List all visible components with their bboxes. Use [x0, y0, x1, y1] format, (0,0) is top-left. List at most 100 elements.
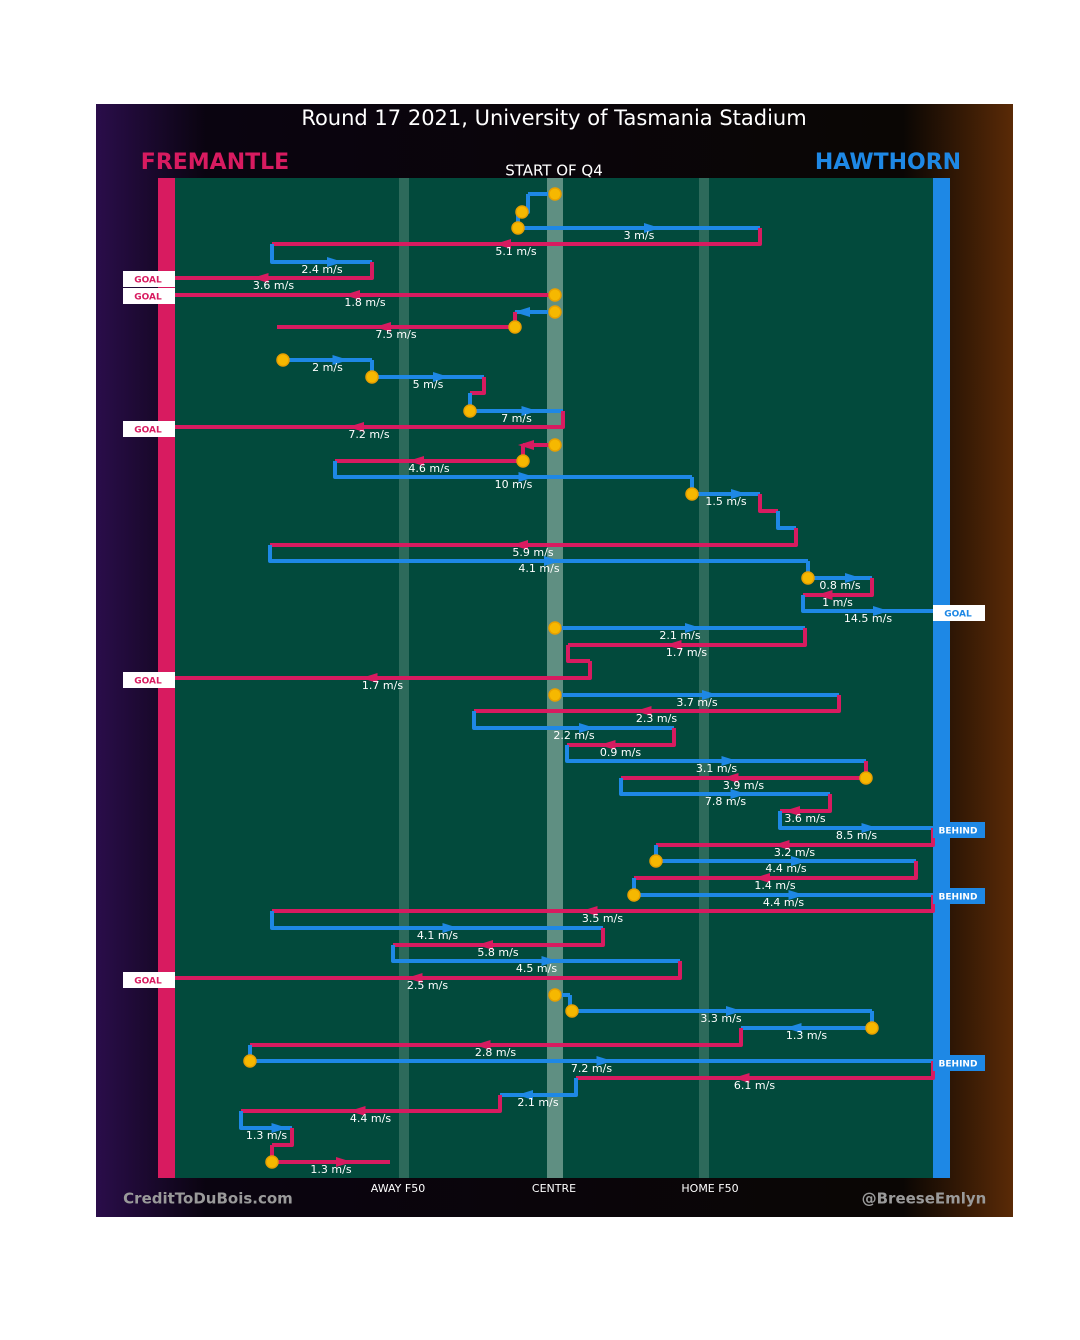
arrowhead — [721, 756, 738, 766]
stoppage-marker — [516, 454, 530, 468]
possession-segment — [175, 411, 565, 429]
possession-segment — [391, 945, 680, 963]
possession-segment — [175, 262, 374, 280]
stoppage-marker — [649, 854, 663, 868]
credit-left: CreditToDuBois.com — [123, 1190, 293, 1208]
stoppage-marker — [548, 187, 562, 201]
speed-label: 3 m/s — [624, 229, 655, 242]
arrowhead — [644, 223, 660, 233]
outcome-tag — [933, 822, 985, 838]
speed-label: 4.1 m/s — [518, 562, 559, 575]
stoppage-marker — [548, 438, 562, 452]
arrowhead — [722, 773, 739, 783]
arrowhead — [514, 307, 530, 317]
arrowhead — [726, 1006, 742, 1016]
arrowhead — [685, 623, 701, 633]
title: Round 17 2021, University of Tasmania St… — [301, 106, 806, 130]
axis-label: HOME F50 — [681, 1182, 738, 1195]
axis-label: CENTRE — [532, 1182, 576, 1195]
arrowhead — [579, 723, 595, 733]
possession-segment — [175, 961, 682, 980]
stoppage-marker — [548, 288, 562, 302]
outcome-tag — [933, 1055, 985, 1071]
speed-label: 3.6 m/s — [253, 279, 294, 292]
arrowhead — [442, 923, 459, 933]
speed-label: 3.2 m/s — [774, 846, 815, 859]
arrowhead — [785, 1023, 802, 1033]
speed-label: 5 m/s — [413, 378, 444, 391]
stoppage-marker — [365, 370, 379, 384]
speed-label: 8.5 m/s — [836, 829, 877, 842]
arrowhead — [845, 573, 861, 583]
speed-label: 4.6 m/s — [408, 462, 449, 475]
speed-label: 3.5 m/s — [582, 912, 623, 925]
outcome-tag — [933, 888, 985, 904]
speed-label: 4.4 m/s — [765, 862, 806, 875]
outcome-tag — [123, 288, 175, 304]
arrowhead — [348, 422, 364, 432]
stoppage-marker — [859, 771, 873, 785]
arrowhead — [518, 440, 534, 450]
speed-label: 1.3 m/s — [246, 1129, 287, 1142]
arrowhead — [332, 355, 349, 365]
stoppage-marker — [511, 221, 525, 235]
arrowhead — [518, 472, 535, 482]
outcome-tag — [123, 421, 175, 437]
speed-label: 7.2 m/s — [348, 428, 389, 441]
speed-label: 3.1 m/s — [696, 762, 737, 775]
stoppage-marker — [548, 305, 562, 319]
left-team: FREMANTLE — [141, 150, 289, 175]
possession-segment — [566, 645, 590, 663]
arrowhead — [791, 856, 807, 866]
arrowhead — [861, 823, 878, 833]
arrowhead — [495, 239, 511, 249]
speed-label: 14.5 m/s — [844, 612, 892, 625]
speed-label: 1.8 m/s — [344, 296, 385, 309]
stoppage-marker — [515, 205, 529, 219]
possession-segment — [634, 861, 918, 880]
speed-label: 7 m/s — [501, 412, 532, 425]
arrowhead — [375, 322, 391, 332]
outcome-label: GOAL — [134, 293, 162, 303]
speed-label: 2.1 m/s — [517, 1096, 558, 1109]
speed-label: 3.6 m/s — [784, 812, 825, 825]
possession-segment — [272, 1128, 294, 1147]
arrowhead — [665, 640, 682, 650]
speed-label: 3.9 m/s — [723, 779, 764, 792]
outcome-label: BEHIND — [939, 893, 978, 903]
arrowhead — [730, 789, 747, 799]
arrowhead — [408, 456, 424, 466]
arrowhead — [784, 806, 800, 816]
speed-label: 4.1 m/s — [417, 929, 458, 942]
stoppage-marker — [627, 888, 641, 902]
arrowhead — [816, 590, 833, 600]
speed-label: 4.4 m/s — [350, 1112, 391, 1125]
arrowhead — [433, 372, 449, 382]
arrowhead — [406, 973, 423, 983]
outcome-tag — [123, 972, 175, 988]
speed-label: 1.5 m/s — [705, 495, 746, 508]
speed-label: 10 m/s — [495, 478, 533, 491]
speed-label: 3.7 m/s — [676, 696, 717, 709]
outcome-label: GOAL — [134, 977, 162, 987]
possession-segment — [270, 528, 798, 547]
stoppage-marker — [801, 571, 815, 585]
possession-segment — [268, 545, 808, 563]
stoppage-marker — [685, 487, 699, 501]
possession-segment — [175, 661, 592, 680]
possession-segment — [801, 595, 933, 613]
speed-label: 5.8 m/s — [477, 946, 518, 959]
outcome-label: BEHIND — [939, 827, 978, 837]
chains: 3 m/s 5.1 m/s 2.4 m/s 3.6 m/s 1.8 m/s 7.5 m/s… — [123, 187, 985, 1176]
arrowhead — [733, 1073, 750, 1083]
stoppage-marker — [508, 320, 522, 334]
arrowhead — [635, 706, 652, 716]
arrowhead — [596, 1056, 613, 1066]
possession-segment — [241, 1095, 502, 1113]
speed-label: 0.8 m/s — [819, 579, 860, 592]
speed-label: 2.5 m/s — [407, 979, 448, 992]
speed-label: 7.8 m/s — [705, 795, 746, 808]
outcome-label: GOAL — [134, 677, 162, 687]
outcome-label: GOAL — [134, 426, 162, 436]
right-team: HAWTHORN — [815, 150, 961, 175]
